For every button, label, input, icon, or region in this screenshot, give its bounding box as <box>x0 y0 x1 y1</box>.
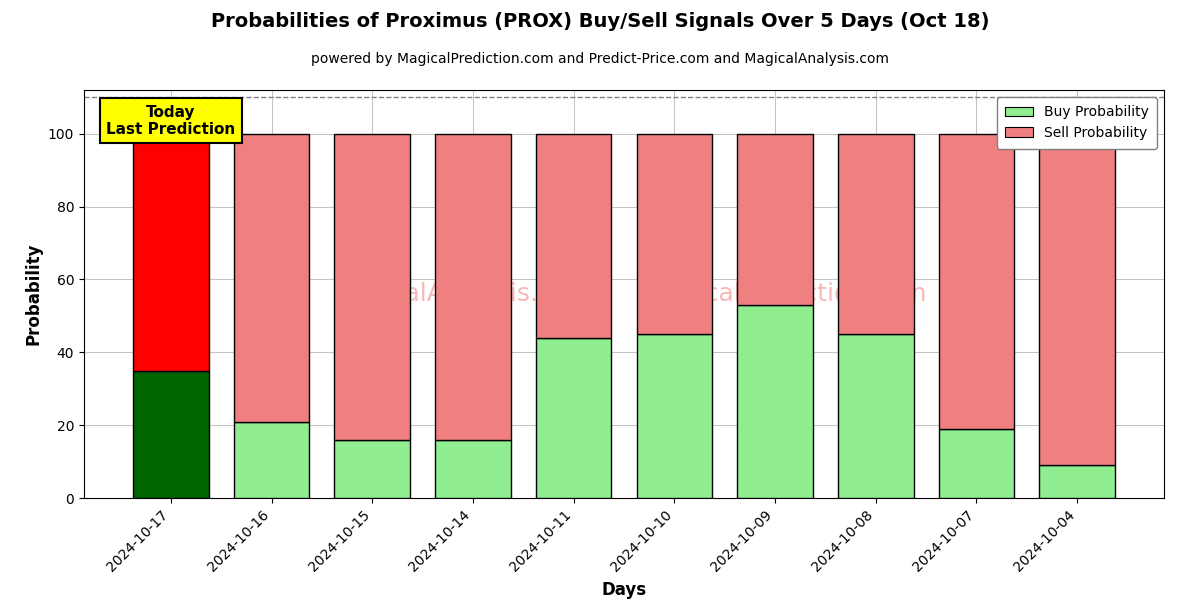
Bar <box>335 134 410 440</box>
Bar <box>636 134 712 334</box>
Bar <box>938 429 1014 498</box>
Bar <box>436 134 511 440</box>
Bar <box>737 305 812 498</box>
Bar <box>133 134 209 370</box>
Y-axis label: Probability: Probability <box>24 243 42 345</box>
Bar <box>436 440 511 498</box>
Text: Today
Last Prediction: Today Last Prediction <box>107 104 235 137</box>
Text: powered by MagicalPrediction.com and Predict-Price.com and MagicalAnalysis.com: powered by MagicalPrediction.com and Pre… <box>311 52 889 66</box>
Bar <box>234 134 310 421</box>
Bar <box>234 421 310 498</box>
Bar <box>536 338 612 498</box>
Text: Probabilities of Proximus (PROX) Buy/Sell Signals Over 5 Days (Oct 18): Probabilities of Proximus (PROX) Buy/Sel… <box>211 12 989 31</box>
Bar <box>1039 465 1115 498</box>
X-axis label: Days: Days <box>601 581 647 599</box>
Bar <box>1039 134 1115 465</box>
Bar <box>737 134 812 305</box>
Text: MagicalPrediction.com: MagicalPrediction.com <box>646 282 926 306</box>
Legend: Buy Probability, Sell Probability: Buy Probability, Sell Probability <box>997 97 1157 149</box>
Text: MagicalAnalysis.com: MagicalAnalysis.com <box>332 282 592 306</box>
Bar <box>838 334 913 498</box>
Bar <box>536 134 612 338</box>
Bar <box>133 370 209 498</box>
Bar <box>838 134 913 334</box>
Bar <box>636 334 712 498</box>
Bar <box>938 134 1014 429</box>
Bar <box>335 440 410 498</box>
